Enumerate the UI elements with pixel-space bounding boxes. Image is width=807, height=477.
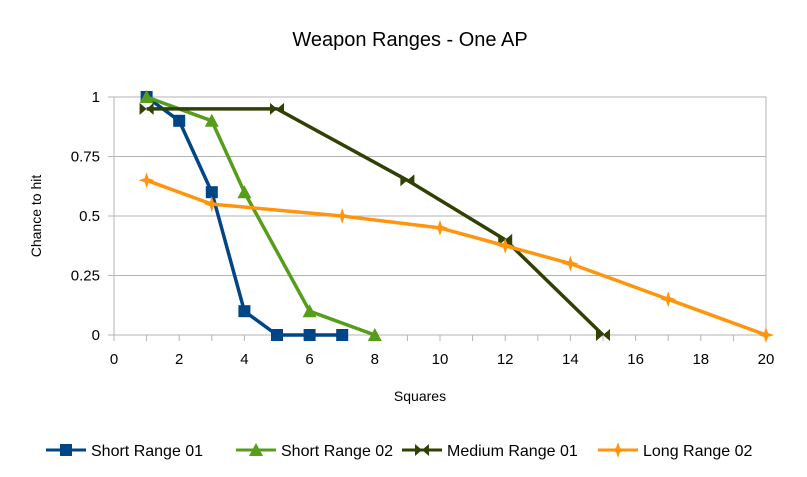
marker-square — [238, 305, 251, 318]
marker-star — [497, 237, 514, 254]
marker-triangle — [204, 113, 219, 127]
marker-star — [432, 219, 448, 236]
x-tick-label: 8 — [371, 351, 379, 368]
marker-bowtie — [400, 174, 415, 187]
series-long-range-02 — [138, 172, 774, 343]
legend-item: Short Range 02 — [236, 443, 393, 460]
marker-square — [336, 329, 349, 341]
marker-square — [205, 186, 218, 199]
marker-star — [758, 327, 774, 343]
x-tick-label: 0 — [110, 351, 118, 368]
marker-bowtie — [139, 102, 154, 115]
marker-star — [138, 172, 155, 189]
marker-bowtie — [596, 329, 610, 341]
x-tick-labels: 0 2 4 6 8 10 12 14 16 18 20 — [110, 351, 775, 368]
x-tick-label: 4 — [240, 351, 248, 368]
legend-label: Short Range 01 — [91, 443, 203, 460]
legend-item: Medium Range 01 — [402, 443, 578, 460]
marker-square — [303, 329, 316, 341]
series-line — [146, 107, 605, 337]
x-tick-label: 2 — [175, 351, 183, 368]
marker-square — [173, 114, 186, 127]
legend-label: Long Range 02 — [643, 443, 753, 460]
x-tick-label: 10 — [432, 351, 449, 368]
series-line — [145, 178, 767, 337]
y-tick-label: 0.5 — [79, 208, 100, 225]
y-tick-label: 1 — [92, 89, 100, 106]
legend-label: Short Range 02 — [281, 443, 393, 460]
x-tick-label: 20 — [758, 351, 775, 368]
marker-star — [334, 208, 351, 224]
marker-star — [562, 255, 579, 272]
marker-bowtie — [415, 444, 429, 456]
x-tick-label: 16 — [627, 351, 644, 368]
marker-triangle — [237, 185, 252, 199]
series-medium-range-01 — [139, 102, 610, 341]
y-tick-label: 0.25 — [71, 268, 100, 285]
y-axis-label: Chance to hit — [28, 175, 44, 258]
marker-triangle — [367, 328, 382, 341]
x-axis-label: Squares — [394, 388, 446, 404]
legend-item: Short Range 01 — [46, 443, 203, 460]
series-short-range-02 — [139, 90, 382, 341]
marker-star — [660, 291, 677, 308]
x-tick-label: 6 — [305, 351, 313, 368]
legend-label: Medium Range 01 — [447, 443, 578, 460]
y-tick-label: 0 — [92, 327, 100, 344]
x-tick-label: 14 — [562, 351, 579, 368]
x-tick-label: 12 — [497, 351, 514, 368]
marker-square — [60, 444, 72, 456]
marker-triangle — [249, 443, 263, 456]
legend: Short Range 01 Short Range 02 Medium Range… — [46, 442, 753, 460]
x-tick-label: 18 — [692, 351, 709, 368]
series-group — [138, 90, 774, 343]
marker-bowtie — [270, 102, 284, 115]
marker-triangle — [302, 304, 317, 318]
marker-star — [610, 442, 626, 458]
marker-square — [271, 329, 283, 341]
y-tick-labels: 0 0.25 0.5 0.75 1 — [71, 89, 100, 344]
chart-title: Weapon Ranges - One AP — [292, 29, 527, 51]
marker-star — [203, 196, 220, 213]
legend-item: Long Range 02 — [598, 442, 753, 460]
y-tick-label: 0.75 — [71, 149, 100, 166]
marker-triangle — [139, 90, 154, 103]
